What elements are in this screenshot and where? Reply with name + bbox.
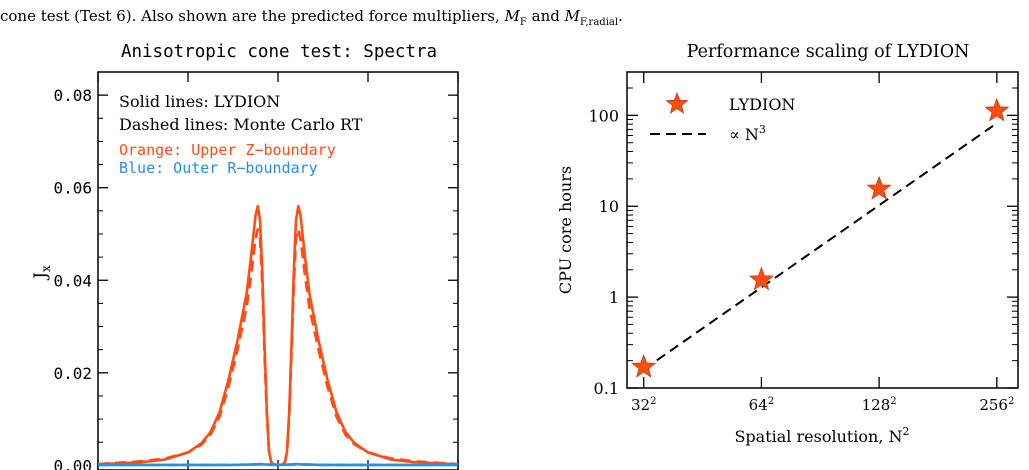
spectra-y-tick-label: 0.02 (53, 364, 92, 383)
spectra-y-tick-label: 0.06 (53, 179, 92, 198)
caption-end: . (618, 7, 623, 25)
performance-x-tick-label: 1282 (862, 396, 897, 414)
performance-points (631, 97, 1010, 378)
performance-fit-line (643, 122, 998, 371)
spectra-series-line-0 (97, 204, 459, 467)
spectra-annotation: Dashed lines: Monte Carlo RT (119, 115, 363, 134)
caption-text: cone test (Test 6). Also shown are the p… (0, 7, 500, 25)
performance-x-tick-label: 2562 (979, 396, 1014, 414)
spectra-annotation: Blue: Outer R−boundary (119, 159, 318, 177)
performance-y-ticks: 0.1 1 10 100 (588, 71, 1018, 398)
spectra-annotations: Solid lines: LYDION Dashed lines: Monte C… (119, 92, 363, 177)
performance-point-star (631, 353, 657, 378)
legend-star-icon (665, 91, 689, 114)
caption-and: and (531, 7, 560, 25)
caption-line-2: cone test (Test 6). Also shown are the p… (0, 7, 623, 26)
spectra-y-tick-label: 0.04 (53, 271, 92, 290)
performance-y-tick-label: 0.1 (594, 379, 619, 398)
caption-mf-sub: F (519, 17, 527, 26)
figure-caption: cone test (Test 6). Also shown are the p… (0, 0, 1029, 26)
spectra-series-line-1 (97, 228, 459, 467)
performance-legend: LYDION ∝ N3 (650, 91, 795, 144)
performance-point-star (748, 266, 774, 291)
performance-y-tick-label: 10 (599, 197, 619, 216)
performance-point-star (984, 97, 1010, 122)
performance-point-star (866, 175, 892, 200)
performance-x-ticks: 322 642 1282 2562 (631, 72, 1014, 414)
spectra-annotation: Orange: Upper Z−boundary (119, 141, 336, 159)
caption-mfr: M (564, 7, 580, 25)
legend-label-n3: ∝ N3 (729, 123, 766, 144)
performance-chart-title: Performance scaling of LYDION (687, 42, 970, 62)
spectra-annotation: Solid lines: LYDION (119, 92, 280, 111)
caption-mf: M (504, 7, 520, 25)
spectra-chart-title: Anisotropic cone test: Spectra (121, 42, 437, 62)
spectra-y-axis-label: Jx (31, 265, 53, 281)
spectra-series (97, 204, 459, 467)
performance-y-axis-label: CPU core hours (556, 166, 575, 294)
spectra-chart: Anisotropic cone test: Spectra 0.000.020… (31, 42, 459, 470)
performance-y-tick-label: 100 (588, 106, 619, 125)
spectra-y-tick-label: 0.08 (53, 86, 92, 105)
performance-plot-frame (626, 71, 1019, 389)
performance-x-axis-label: Spatial resolution, N2 (734, 425, 909, 446)
performance-chart: Performance scaling of LYDION 0.1110100 … (556, 42, 1019, 446)
spectra-series-line-3 (98, 463, 458, 467)
spectra-y-tick-label: 0.00 (53, 456, 92, 470)
performance-y-tick-label: 1 (609, 288, 619, 307)
spectra-y-ticks: 0.00 0.02 0.04 0.06 0.08 (53, 86, 458, 470)
caption-mfr-sub: F,radial (579, 17, 619, 26)
performance-x-tick-label: 642 (749, 396, 774, 414)
performance-fit-n3-line (643, 122, 998, 371)
legend-label-lydion: LYDION (729, 95, 795, 114)
performance-x-tick-label: 322 (631, 396, 656, 414)
